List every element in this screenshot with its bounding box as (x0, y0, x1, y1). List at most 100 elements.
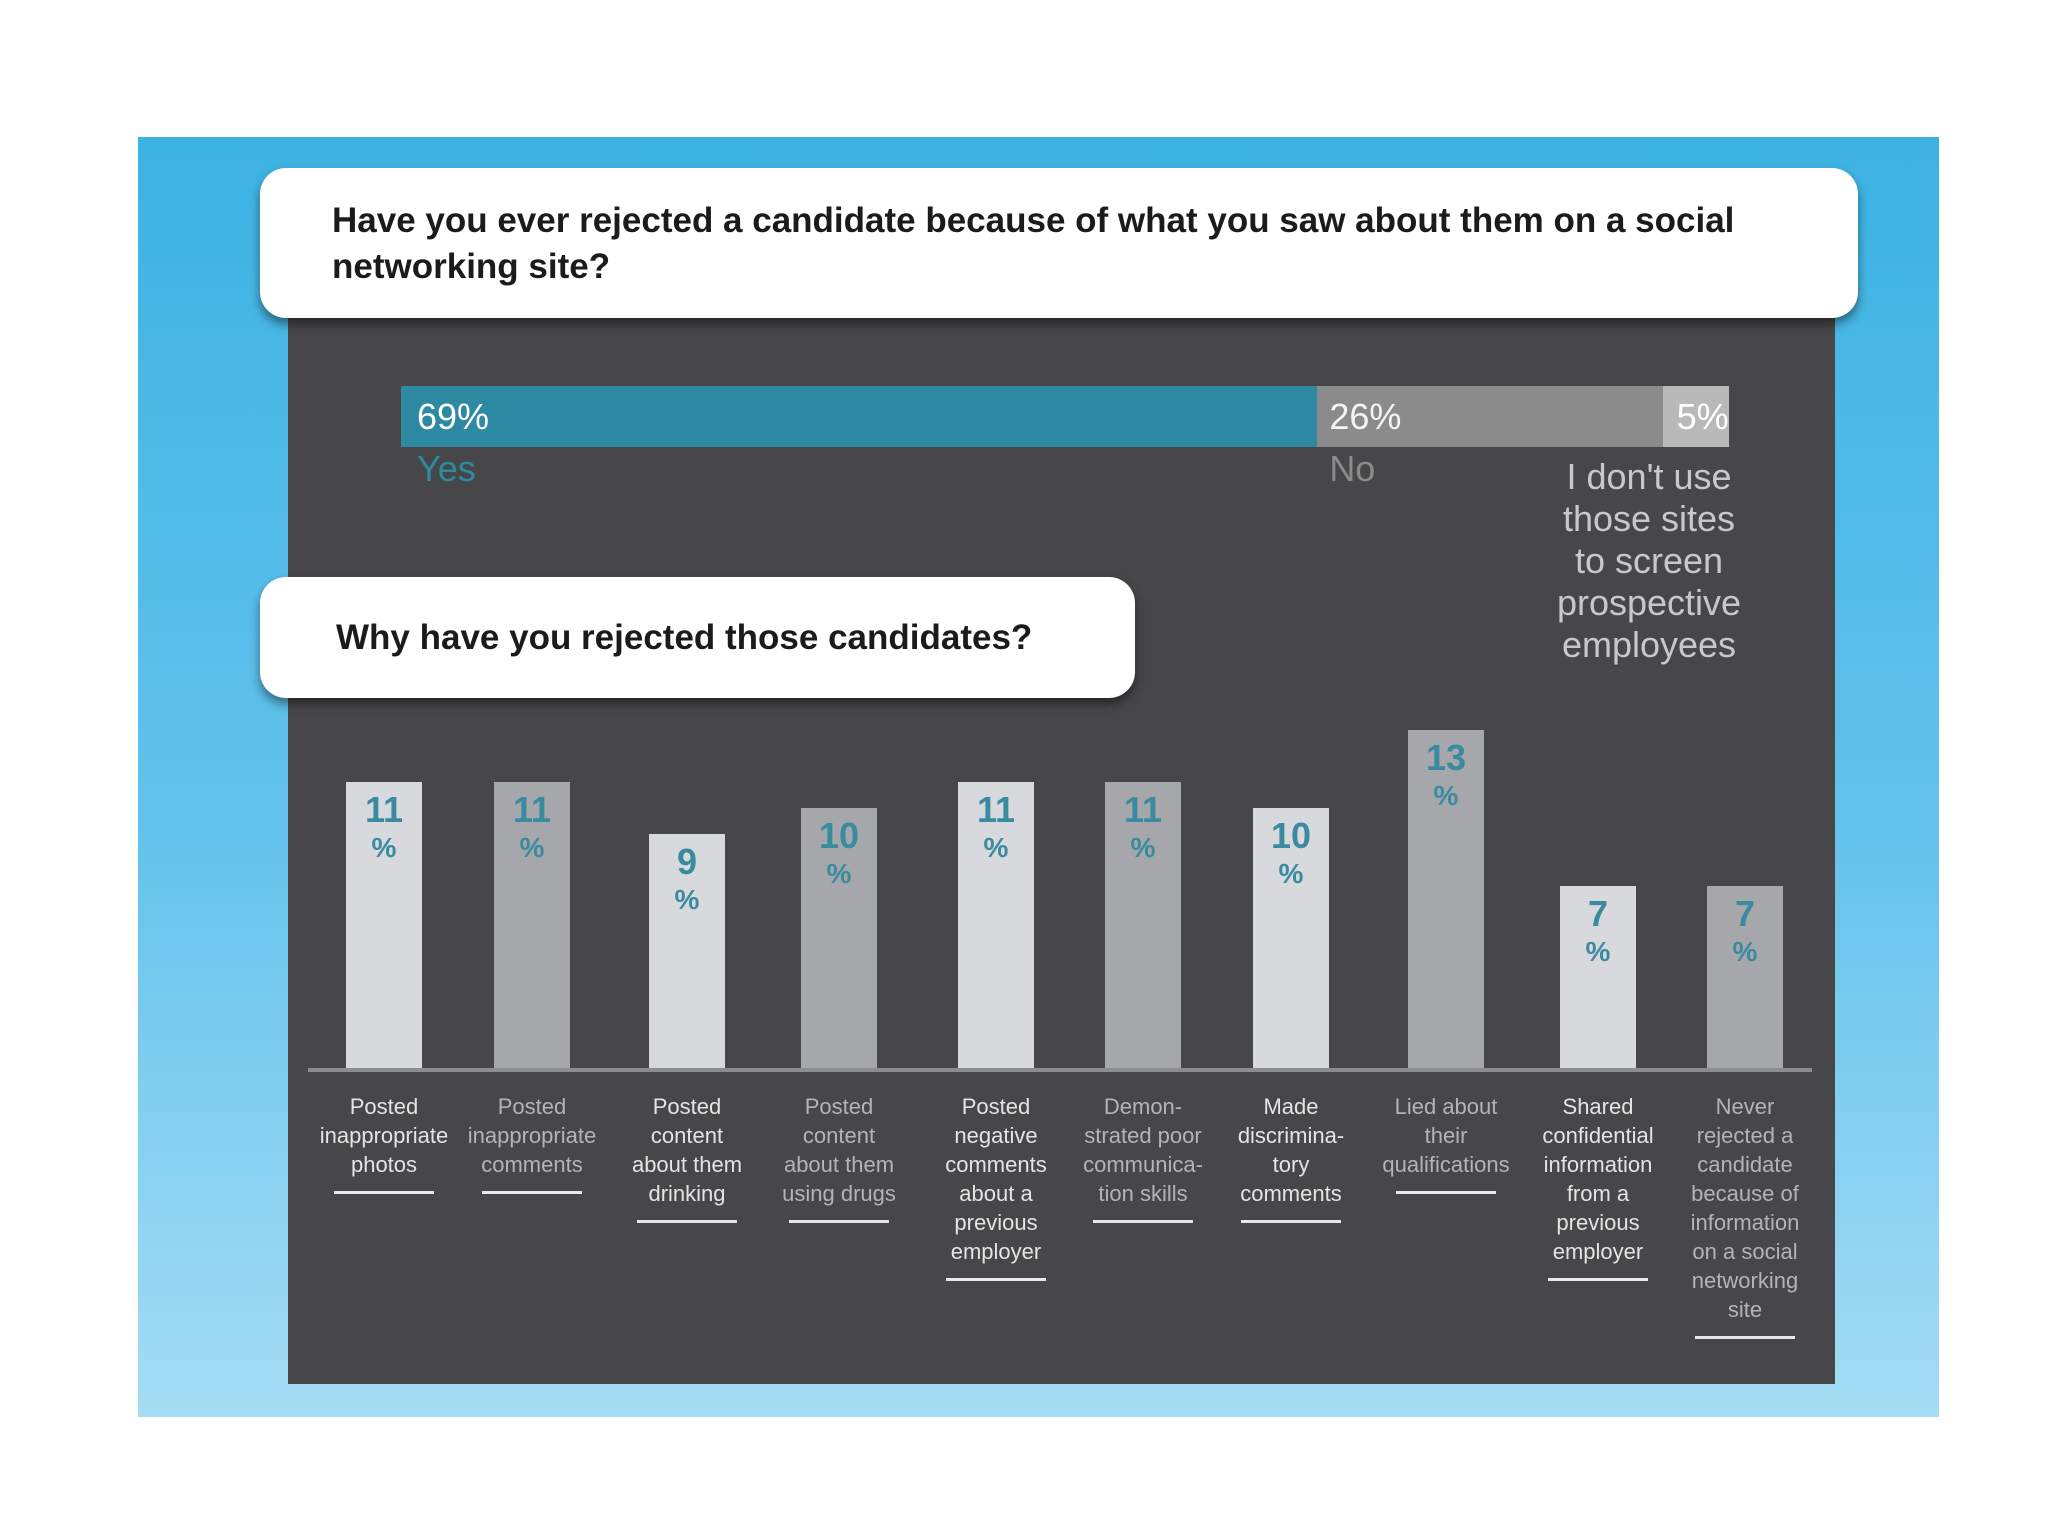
category-label-line: comments (945, 1152, 1047, 1177)
no-segment (1317, 386, 1663, 447)
bar-value-label: 11% (346, 790, 422, 866)
category-label-line: Lied about (1394, 1094, 1498, 1119)
bar-value-label: 11% (958, 790, 1034, 866)
category-label-line: tory (1272, 1152, 1310, 1177)
bar-value-suffix: % (1585, 936, 1611, 967)
other-label-line: those sites (1562, 498, 1736, 539)
bar-value-label: 7% (1707, 894, 1783, 970)
bar-value-suffix: % (519, 832, 545, 863)
category-label-line: because of (1691, 1181, 1799, 1206)
category-label-line: networking (1691, 1268, 1799, 1293)
question-2-bubble: Why have you rejected those candidates? (260, 577, 1135, 698)
category-label-line: Never (1715, 1094, 1775, 1119)
bar-value-number: 11 (512, 789, 552, 830)
category-label-line: tion skills (1098, 1181, 1188, 1206)
category-label-line: inappropriate (319, 1123, 449, 1148)
category-label-line: previous (954, 1210, 1038, 1235)
category-label-line: site (1727, 1297, 1763, 1322)
yes-label: Yes (417, 448, 476, 489)
other-segment (1662, 386, 1729, 447)
bar (346, 782, 422, 1068)
category-label-line: strated poor (1084, 1123, 1202, 1148)
bar (1105, 782, 1181, 1068)
category-label-line: negative (954, 1123, 1038, 1148)
category-label-line: employer (1552, 1239, 1644, 1264)
category-label-line: Posted (804, 1094, 874, 1119)
bar-value-suffix: % (674, 884, 700, 915)
bar-value-label: 13% (1408, 738, 1484, 814)
category-label-line: Shared (1562, 1094, 1634, 1119)
category-label: Posted content about them drinking (611, 1092, 763, 1208)
bar-value-number: 11 (364, 789, 404, 830)
category-underline (637, 1220, 737, 1223)
question-2-text: Why have you rejected those candidates? (336, 618, 1033, 657)
category-label-line: content (650, 1123, 724, 1148)
category-label-line: Made (1263, 1094, 1319, 1119)
bar (494, 782, 570, 1068)
category-label: Posted negative comments about a previous emp… (920, 1092, 1072, 1266)
other-percent: 5% (1676, 396, 1729, 437)
category-label-line: comments (481, 1152, 583, 1177)
bar-value-label: 11% (1105, 790, 1181, 866)
category-label: Demon-strated poor communica-tion skills (1067, 1092, 1219, 1208)
category-label-line: on a social (1692, 1239, 1798, 1264)
category-label-line: comments (1240, 1181, 1342, 1206)
category-underline (1548, 1278, 1648, 1281)
category-label-line: drinking (648, 1181, 726, 1206)
category-label-line: using drugs (782, 1181, 896, 1206)
category-underline (482, 1191, 582, 1194)
category-underline (946, 1278, 1046, 1281)
bar-value-suffix: % (1433, 780, 1459, 811)
category-label-line: discrimina- (1237, 1123, 1345, 1148)
bar-value-label: 7% (1560, 894, 1636, 970)
category-label: Made discrimina-tory comments (1215, 1092, 1367, 1208)
bar (1408, 730, 1484, 1068)
yes-percent: 69% (417, 396, 490, 437)
bar (649, 834, 725, 1068)
response-stacked-bar: 69% 26% 5% Yes No I don't use those sites… (401, 386, 1741, 665)
category-label-line: inappropriate (467, 1123, 597, 1148)
category-label: Posted inappropriate comments (456, 1092, 608, 1179)
bar-value-number: 10 (818, 815, 860, 856)
bar-value-number: 7 (1587, 893, 1609, 934)
other-label: I don't use those sites to screen prospecti… (1529, 456, 1769, 666)
other-label-line: employees (1561, 624, 1737, 665)
category-label-line: Posted (652, 1094, 722, 1119)
category-underline (334, 1191, 434, 1194)
question-1-bubble: Have you ever rejected a candidate becau… (260, 168, 1858, 318)
category-label-line: about them (631, 1152, 743, 1177)
category-label-line: Demon- (1103, 1094, 1183, 1119)
category-underline (1093, 1220, 1193, 1223)
other-label-line: prospective (1556, 582, 1742, 623)
bar-value-suffix: % (1278, 858, 1304, 889)
category-label-line: from a (1566, 1181, 1630, 1206)
category-label-line: rejected a (1696, 1123, 1794, 1148)
yes-segment (401, 386, 1318, 447)
other-label-line: to screen (1574, 540, 1724, 581)
category-label-line: about them (783, 1152, 895, 1177)
question-1-text: Have you ever rejected a candidate becau… (332, 201, 1735, 286)
category-label-line: candidate (1697, 1152, 1793, 1177)
category-underline (1695, 1336, 1795, 1339)
category-label-line: communica- (1083, 1152, 1203, 1177)
category-label-line: employer (950, 1239, 1042, 1264)
category-label-line: photos (350, 1152, 418, 1177)
bar-value-label: 10% (801, 816, 877, 892)
category-label-line: about a (959, 1181, 1033, 1206)
other-label-line: I don't use (1566, 456, 1732, 497)
bar-value-suffix: % (1732, 936, 1758, 967)
category-label-line: Posted (497, 1094, 567, 1119)
bar-value-label: 11% (494, 790, 570, 866)
bar-value-suffix: % (983, 832, 1009, 863)
category-label-line: information (1543, 1152, 1653, 1177)
bar (958, 782, 1034, 1068)
category-label: Shared confidential information from a previ… (1522, 1092, 1674, 1266)
bar (1253, 808, 1329, 1068)
category-label: Lied about their qualifications (1370, 1092, 1522, 1179)
bar (1560, 886, 1636, 1068)
category-underline (1396, 1191, 1496, 1194)
no-label: No (1329, 448, 1376, 489)
bar-value-number: 10 (1270, 815, 1312, 856)
category-label: Posted content about them using drugs (763, 1092, 915, 1208)
bar-value-number: 9 (676, 841, 698, 882)
